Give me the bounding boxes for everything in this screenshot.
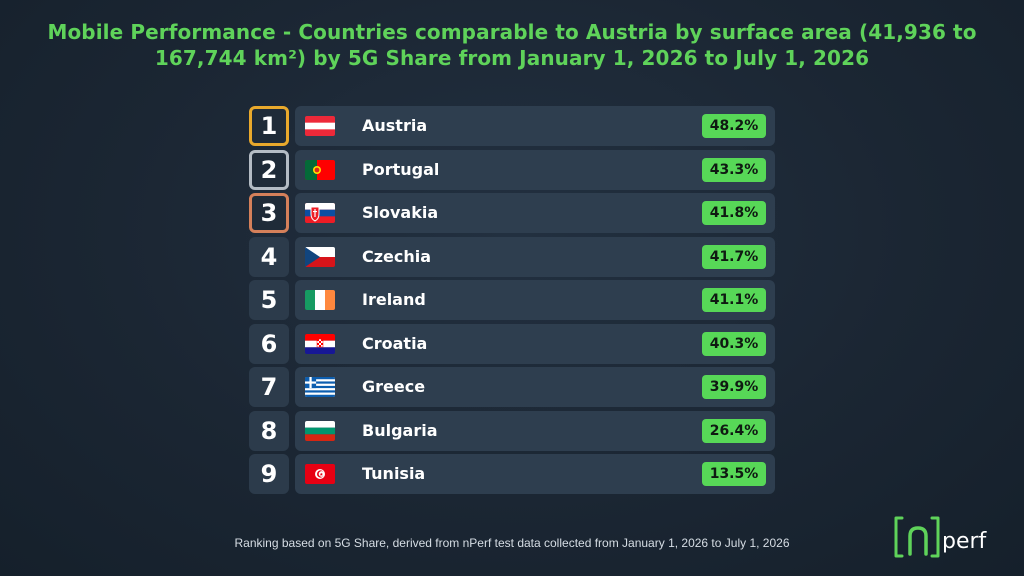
value-label: 26.4%: [702, 419, 766, 443]
bulgaria-flag: [305, 421, 335, 441]
chart-title: Mobile Performance - Countries comparabl…: [47, 20, 977, 70]
country-name: Bulgaria: [362, 421, 438, 440]
table-row: Ireland 41.1%: [295, 280, 775, 320]
table-row: Greece 39.9%: [295, 367, 775, 407]
slovakia-flag: [305, 203, 335, 223]
value-label: 41.1%: [702, 288, 766, 312]
table-row: Portugal 43.3%: [295, 150, 775, 190]
rank-badge: 6: [249, 324, 289, 364]
croatia-flag: [305, 334, 335, 354]
table-row: Austria 48.2%: [295, 106, 775, 146]
country-name: Slovakia: [362, 203, 439, 222]
table-row: Czechia 41.7%: [295, 237, 775, 277]
portugal-flag: [305, 160, 335, 180]
value-label: 39.9%: [702, 375, 766, 399]
rank-badge: 9: [249, 454, 289, 494]
country-name: Austria: [362, 116, 428, 135]
table-row: Bulgaria 26.4%: [295, 411, 775, 451]
rank-badge: 7: [249, 367, 289, 407]
ireland-flag: [305, 290, 335, 310]
table-row: Tunisia 13.5%: [295, 454, 775, 494]
value-label: 48.2%: [702, 114, 766, 138]
value-label: 41.8%: [702, 201, 766, 225]
rank-badge: 1: [249, 106, 289, 146]
country-name: Czechia: [362, 247, 432, 266]
rank-badge: 4: [249, 237, 289, 277]
svg-text:perf: perf: [942, 529, 988, 554]
country-name: Ireland: [362, 290, 426, 309]
value-label: 43.3%: [702, 158, 766, 182]
table-row: Slovakia 41.8%: [295, 193, 775, 233]
table-row: Croatia 40.3%: [295, 324, 775, 364]
tunisia-flag: [305, 464, 335, 484]
footnote: Ranking based on 5G Share, derived from …: [234, 536, 790, 550]
country-name: Portugal: [362, 160, 440, 179]
czechia-flag: [305, 247, 335, 267]
rank-badge: 3: [249, 193, 289, 233]
country-name: Tunisia: [362, 464, 426, 483]
value-label: 40.3%: [702, 332, 766, 356]
country-name: Greece: [362, 377, 426, 396]
value-label: 13.5%: [702, 462, 766, 486]
greece-flag: [305, 377, 335, 397]
value-label: 41.7%: [702, 245, 766, 269]
rank-badge: 5: [249, 280, 289, 320]
nperf-logo: perf: [894, 516, 988, 558]
austria-flag: [305, 116, 335, 136]
rank-badge: 2: [249, 150, 289, 190]
rank-badge: 8: [249, 411, 289, 451]
country-name: Croatia: [362, 334, 428, 353]
